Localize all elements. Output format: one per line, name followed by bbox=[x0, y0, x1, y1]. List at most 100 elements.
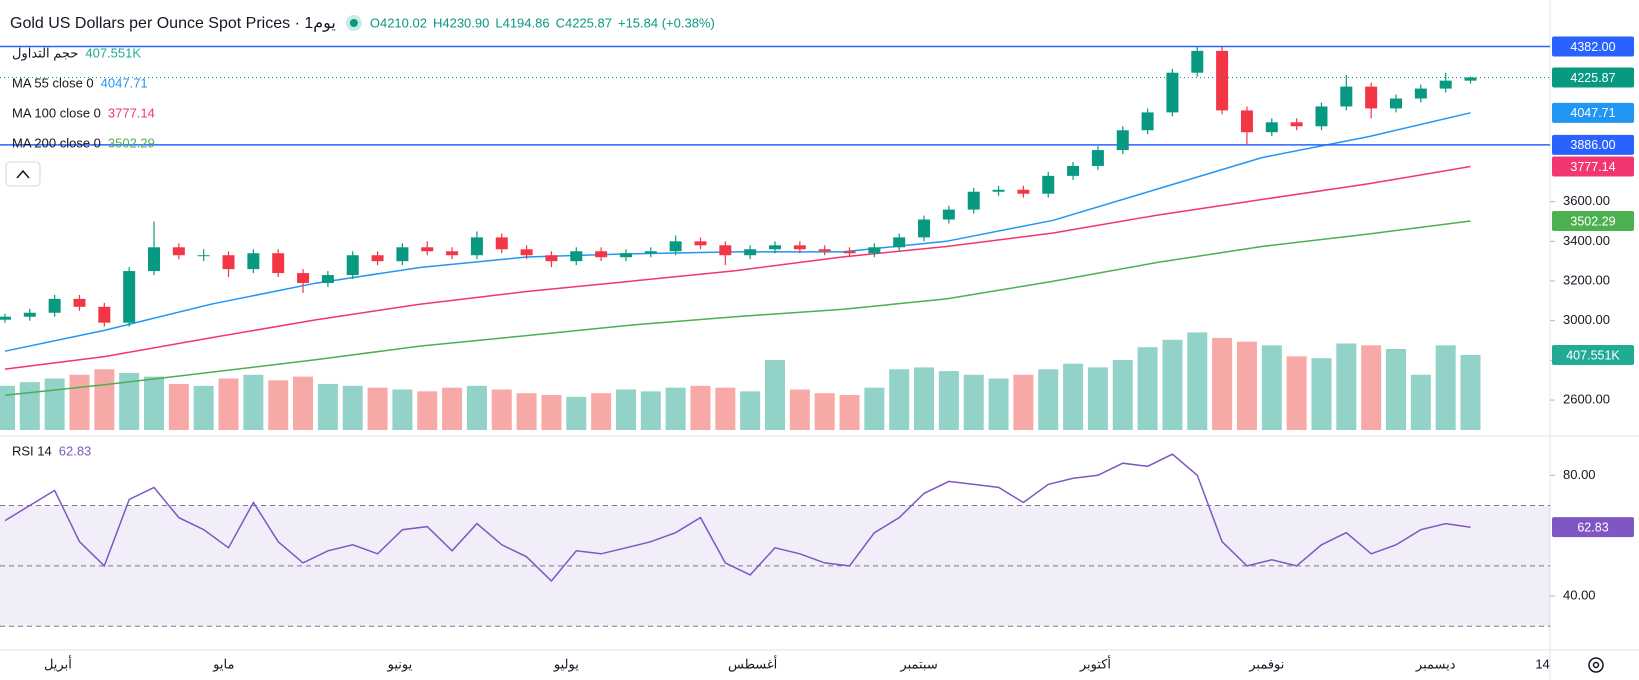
rsi-line bbox=[4, 453, 1471, 583]
x-tick-label: ديسمبر bbox=[1415, 656, 1456, 672]
x-tick-label: سبتمبر bbox=[899, 656, 937, 672]
candle-body bbox=[843, 251, 856, 254]
volume-bar bbox=[218, 378, 239, 430]
candle-body bbox=[73, 298, 86, 307]
volume-bar bbox=[1013, 374, 1034, 430]
volume-bar bbox=[69, 374, 90, 430]
candle-body bbox=[421, 247, 434, 252]
moving-average-line bbox=[4, 112, 1471, 352]
candle-body bbox=[1414, 88, 1427, 99]
candle-body bbox=[247, 253, 260, 270]
ohlc-value: L4194.86 bbox=[495, 15, 549, 30]
candle-body bbox=[1464, 77, 1477, 81]
settings-button[interactable] bbox=[1588, 657, 1604, 673]
candle-body bbox=[470, 237, 483, 256]
candle-body bbox=[123, 271, 136, 323]
candle-body bbox=[1290, 122, 1303, 127]
volume-bar bbox=[293, 376, 314, 430]
volume-bar bbox=[0, 385, 15, 430]
legend-name: MA 100 close 0 bbox=[12, 105, 101, 120]
volume-bar bbox=[1435, 345, 1456, 430]
ma-badge: 4047.71 bbox=[1570, 106, 1615, 120]
y-tick-label: 3000.00 bbox=[1563, 312, 1610, 327]
candle-body bbox=[172, 247, 185, 256]
candle-body bbox=[520, 249, 533, 256]
volume-badge: 407.551K bbox=[1566, 348, 1620, 362]
candle-body bbox=[297, 273, 310, 283]
chart-layer: Gold US Dollars per Ounce Spot Prices · … bbox=[0, 15, 1634, 672]
moving-average-line bbox=[4, 220, 1471, 397]
volume-bar bbox=[1410, 374, 1431, 430]
volume-bar bbox=[789, 389, 810, 430]
rsi-legend-name: RSI 14 bbox=[12, 443, 52, 458]
volume-bar bbox=[914, 367, 935, 430]
volume-bar bbox=[168, 383, 189, 430]
volume-bar bbox=[491, 389, 512, 430]
legend-name: MA 200 close 0 bbox=[12, 135, 101, 150]
volume-bar bbox=[1112, 360, 1133, 430]
y-tick-label: 3600.00 bbox=[1563, 193, 1610, 208]
candle-body bbox=[1067, 165, 1080, 176]
rsi-tick-label: 80.00 bbox=[1563, 467, 1596, 482]
collapse-button[interactable] bbox=[5, 161, 41, 187]
candle-body bbox=[1389, 98, 1402, 109]
x-tick-label: نوفمبر bbox=[1248, 656, 1284, 672]
volume-bar bbox=[19, 382, 40, 430]
candle-body bbox=[148, 247, 161, 272]
volume-bar bbox=[1361, 345, 1382, 430]
candle-body bbox=[992, 189, 1005, 192]
volume-bar bbox=[1336, 343, 1357, 430]
candle-body bbox=[272, 253, 285, 274]
candle-body bbox=[371, 255, 384, 262]
volume-bar bbox=[591, 393, 612, 430]
candle-body bbox=[644, 251, 657, 254]
volume-bar bbox=[367, 387, 388, 430]
x-tick-label: يوليو bbox=[553, 656, 579, 672]
ohlc-value: H4230.90 bbox=[433, 15, 489, 30]
candle-body bbox=[1240, 110, 1253, 133]
volume-bar bbox=[144, 376, 165, 430]
candle-body bbox=[545, 255, 558, 262]
volume-bar bbox=[268, 380, 289, 430]
volume-bar bbox=[1261, 345, 1282, 430]
candle-body bbox=[1365, 86, 1378, 109]
volume-bar bbox=[243, 374, 264, 430]
candle-body bbox=[1265, 122, 1278, 133]
y-tick-label: 3400.00 bbox=[1563, 233, 1610, 248]
candle-body bbox=[719, 245, 732, 256]
volume-bar bbox=[1311, 358, 1332, 430]
volume-bar bbox=[1063, 363, 1084, 430]
volume-bar bbox=[690, 385, 711, 430]
ohlc-value: O4210.02 bbox=[370, 15, 427, 30]
volume-bar bbox=[1385, 349, 1406, 430]
volume-bar bbox=[1236, 341, 1257, 430]
legend-value: 3777.14 bbox=[108, 105, 155, 120]
volume-bar bbox=[864, 387, 885, 430]
candle-body bbox=[1340, 86, 1353, 107]
volume-bar bbox=[640, 391, 661, 430]
x-tick-label: أغسطس bbox=[728, 655, 777, 672]
volume-bar bbox=[1187, 332, 1208, 430]
candle-body bbox=[570, 251, 583, 262]
candle-body bbox=[1166, 72, 1179, 113]
volume-bar bbox=[1286, 356, 1307, 430]
candle-body bbox=[222, 255, 235, 270]
y-tick-label: 2600.00 bbox=[1563, 391, 1610, 406]
volume-bar bbox=[1212, 337, 1233, 430]
candle-body bbox=[744, 249, 757, 256]
volume-bar bbox=[839, 395, 860, 430]
rsi-badge: 62.83 bbox=[1577, 520, 1608, 534]
legend-value: 3502.29 bbox=[108, 135, 155, 150]
volume-bar bbox=[193, 385, 214, 430]
ma-badge-bg bbox=[1552, 102, 1634, 123]
ma-badge: 3502.29 bbox=[1570, 214, 1615, 228]
candle-body bbox=[619, 253, 632, 258]
candle-body bbox=[769, 245, 781, 250]
candle-body bbox=[1439, 80, 1452, 89]
volume-bar bbox=[342, 385, 363, 430]
volume-bar bbox=[417, 391, 438, 430]
candle-body bbox=[1042, 175, 1055, 194]
candle-body bbox=[868, 247, 881, 254]
volume-bar bbox=[1087, 367, 1108, 430]
